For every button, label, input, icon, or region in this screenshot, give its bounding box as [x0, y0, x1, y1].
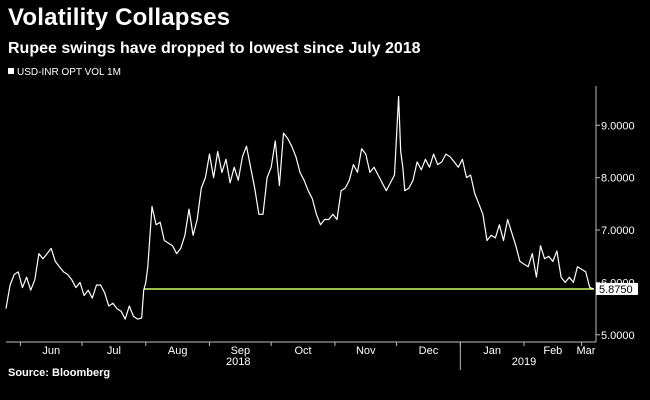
y-tick-label: 5.0000	[601, 330, 635, 342]
x-tick-label: Jun	[42, 345, 60, 357]
labels-layer: 5.8750	[596, 282, 638, 296]
legend-label: USD-INR OPT VOL 1M	[17, 67, 121, 78]
x-tick-label: Sep	[231, 345, 251, 357]
y-tick-label: 8.0000	[601, 173, 635, 185]
axes: 5.00006.00007.00008.00009.0000JunJulAugS…	[6, 86, 635, 370]
x-tick-label: Mar	[577, 345, 596, 357]
chart-subtitle: Rupee swings have dropped to lowest sinc…	[8, 40, 421, 57]
x-tick-label: Aug	[168, 345, 188, 357]
chart-title: Volatility Collapses	[8, 4, 231, 31]
x-tick-label: Nov	[356, 345, 376, 357]
legend-swatch	[8, 68, 14, 74]
last-value-box	[596, 282, 638, 295]
x-tick-label: Jan	[483, 345, 501, 357]
x-tick-label: Dec	[419, 345, 439, 357]
x-tick-label: Jul	[107, 345, 121, 357]
y-tick-label: 9.0000	[601, 120, 635, 132]
source-note: Source: Bloomberg	[8, 367, 111, 379]
year-label: 2018	[226, 356, 250, 368]
legend: USD-INR OPT VOL 1M	[8, 67, 121, 78]
y-tick-label: 7.0000	[601, 225, 635, 237]
year-label: 2019	[512, 356, 536, 368]
plot-area	[5, 95, 595, 320]
x-tick-label: Oct	[294, 345, 311, 357]
x-tick-label: Feb	[543, 345, 562, 357]
last-value-label: 5.8750	[599, 284, 633, 296]
series-line	[5, 95, 595, 320]
